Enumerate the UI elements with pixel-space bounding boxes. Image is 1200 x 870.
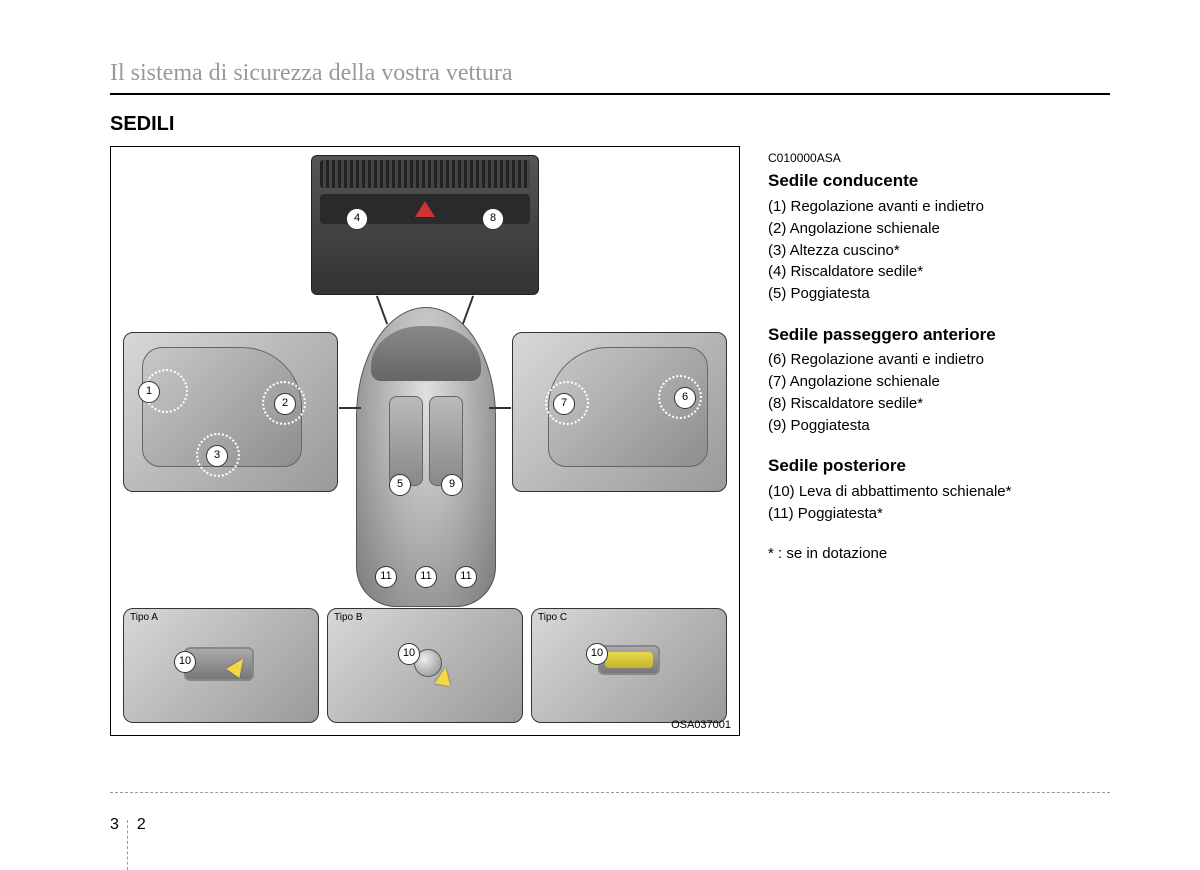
chapter-number: 3 [110,816,119,833]
list-item: (6) Regolazione avanti e indietro [768,349,1110,371]
callout-3: 3 [206,445,228,467]
hazard-triangle-icon [415,201,435,217]
car-top-view: 5 9 11 11 11 [356,307,496,607]
type-b-label: Tipo B [334,612,363,623]
driver-seat-panel: 1 2 3 [123,332,338,492]
list-item: (11) Poggiatesta* [768,503,1110,525]
windshield [371,326,481,381]
callout-11: 11 [375,566,397,588]
callout-10: 10 [398,643,420,665]
callout-1: 1 [138,381,160,403]
title-rule [110,93,1110,95]
callout-8: 8 [482,208,504,230]
rear-seat-heading: Sedile posteriore [768,454,1110,479]
lever-insert [605,652,653,668]
page-index: 2 [137,816,146,833]
footnote: * : se in dotazione [768,543,1110,565]
driver-seat-heading: Sedile conducente [768,169,1110,194]
callout-6: 6 [674,387,696,409]
list-item: (8) Riscaldatore sedile* [768,393,1110,415]
leader-line [376,296,388,325]
description-column: C010000ASA Sedile conducente (1) Regolaz… [768,146,1110,736]
seat-diagram-figure: 4 8 5 9 11 11 11 [110,146,740,736]
page-number-separator [127,820,128,870]
leader-line [462,296,474,325]
type-a-label: Tipo A [130,612,158,623]
callout-10: 10 [174,651,196,673]
callout-7: 7 [553,393,575,415]
type-c-panel: Tipo C 10 [531,608,727,723]
leader-line [339,407,361,409]
callout-11: 11 [415,566,437,588]
chapter-title: Il sistema di sicurezza della vostra vet… [110,60,1110,87]
footer-rule [110,792,1110,793]
list-item: (1) Regolazione avanti e indietro [768,196,1110,218]
page-number: 3 2 [110,802,146,852]
callout-11: 11 [455,566,477,588]
callout-2: 2 [274,393,296,415]
section-title: SEDILI [110,113,1110,136]
front-seats-topview [389,396,463,486]
page-footer: 3 2 [0,792,1200,801]
passenger-seat-heading: Sedile passeggero anteriore [768,323,1110,348]
callout-5: 5 [389,474,411,496]
type-b-panel: Tipo B 10 [327,608,523,723]
callout-4: 4 [346,208,368,230]
list-item: (9) Poggiatesta [768,415,1110,437]
reference-code: C010000ASA [768,150,1110,167]
callout-10: 10 [586,643,608,665]
arrow-icon [435,666,454,687]
list-item: (2) Angolazione schienale [768,218,1110,240]
type-a-panel: Tipo A 10 [123,608,319,723]
type-c-label: Tipo C [538,612,567,623]
list-item: (5) Poggiatesta [768,283,1110,305]
rear-seat-block: Sedile posteriore (10) Leva di abbattime… [768,454,1110,524]
mini-seat-left [389,396,423,486]
driver-seat-block: Sedile conducente (1) Regolazione avanti… [768,169,1110,304]
list-item: (7) Angolazione schienale [768,371,1110,393]
figure-code: OSA037001 [671,719,731,731]
air-vents [320,160,530,188]
list-item: (10) Leva di abbattimento schienale* [768,481,1110,503]
list-item: (3) Altezza cuscino* [768,240,1110,262]
callout-9: 9 [441,474,463,496]
passenger-seat-panel: 7 6 [512,332,727,492]
list-item: (4) Riscaldatore sedile* [768,261,1110,283]
passenger-seat-block: Sedile passeggero anteriore (6) Regolazi… [768,323,1110,437]
mini-seat-right [429,396,463,486]
leader-line [489,407,511,409]
console-inset: 4 8 [311,155,539,295]
